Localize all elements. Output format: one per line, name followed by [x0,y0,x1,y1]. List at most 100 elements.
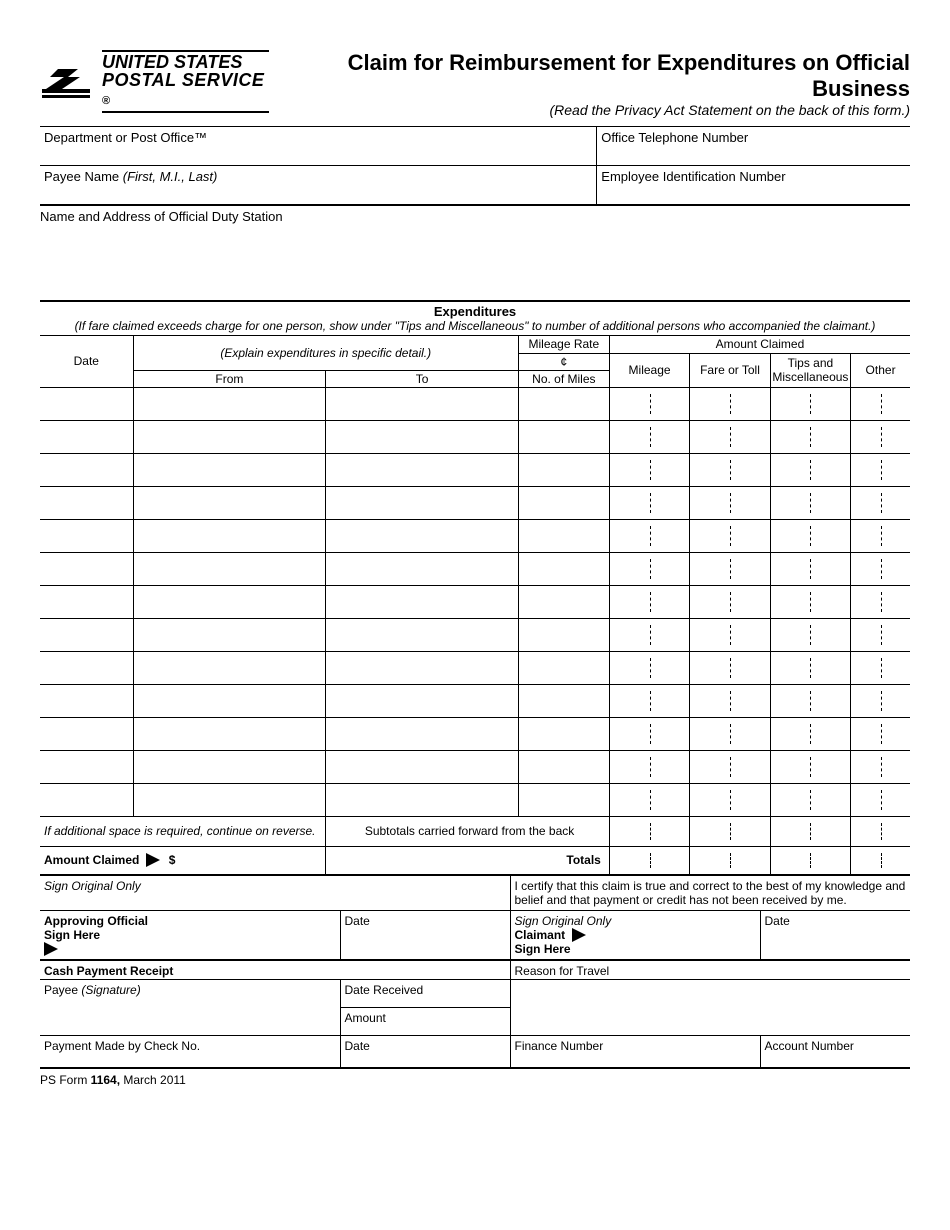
finance-number[interactable]: Finance Number [510,1036,760,1068]
cell-from[interactable] [133,684,326,717]
cell-date[interactable] [40,387,133,420]
cell-tips[interactable] [770,453,850,486]
cell-date[interactable] [40,585,133,618]
cell-from[interactable] [133,585,326,618]
cell-tips[interactable] [770,519,850,552]
approving-official[interactable]: Approving Official Sign Here [40,910,340,960]
field-payee[interactable]: Payee Name (First, M.I., Last) [40,166,597,205]
reason-field[interactable] [510,980,910,1036]
cell-mileage[interactable] [609,585,689,618]
cell-fare[interactable] [690,585,770,618]
approving-date[interactable]: Date [340,910,510,960]
cell-mileage[interactable] [609,453,689,486]
cell-to[interactable] [326,783,519,816]
cell-fare[interactable] [690,783,770,816]
cell-miles[interactable] [518,750,609,783]
cell-tips[interactable] [770,420,850,453]
date-received[interactable]: Date Received [340,980,510,1008]
cell-miles[interactable] [518,717,609,750]
cell-total-fare[interactable] [690,846,770,874]
cell-miles[interactable] [518,651,609,684]
cell-miles[interactable] [518,618,609,651]
cell-date[interactable] [40,651,133,684]
check-date[interactable]: Date [340,1036,510,1068]
cell-subtotal-mileage[interactable] [609,816,689,846]
cell-mileage[interactable] [609,552,689,585]
cell-other[interactable] [851,453,910,486]
cell-to[interactable] [326,453,519,486]
cell-subtotal-tips[interactable] [770,816,850,846]
cell-mileage[interactable] [609,420,689,453]
cell-to[interactable] [326,684,519,717]
cell-to[interactable] [326,618,519,651]
cell-from[interactable] [133,486,326,519]
cell-from[interactable] [133,783,326,816]
cell-fare[interactable] [690,387,770,420]
claimant-sign[interactable]: Sign Original Only Claimant Sign Here [510,910,760,960]
cell-mileage[interactable] [609,519,689,552]
cell-other[interactable] [851,618,910,651]
cell-fare[interactable] [690,453,770,486]
cell-miles[interactable] [518,684,609,717]
cell-miles[interactable] [518,519,609,552]
cell-from[interactable] [133,651,326,684]
cell-tips[interactable] [770,585,850,618]
cell-date[interactable] [40,750,133,783]
cell-miles[interactable] [518,420,609,453]
cell-fare[interactable] [690,651,770,684]
cell-subtotal-fare[interactable] [690,816,770,846]
cell-fare[interactable] [690,618,770,651]
cell-mileage[interactable] [609,684,689,717]
cell-other[interactable] [851,750,910,783]
cell-other[interactable] [851,387,910,420]
cell-from[interactable] [133,618,326,651]
cell-other[interactable] [851,420,910,453]
cell-date[interactable] [40,684,133,717]
cell-miles[interactable] [518,453,609,486]
cell-date[interactable] [40,486,133,519]
cell-to[interactable] [326,387,519,420]
field-duty-station[interactable]: Name and Address of Official Duty Statio… [40,205,910,294]
cell-miles[interactable] [518,783,609,816]
cell-tips[interactable] [770,750,850,783]
cell-other[interactable] [851,519,910,552]
cell-other[interactable] [851,717,910,750]
cell-miles[interactable] [518,486,609,519]
cell-to[interactable] [326,552,519,585]
cell-tips[interactable] [770,684,850,717]
cell-miles[interactable] [518,387,609,420]
claimant-date[interactable]: Date [760,910,910,960]
field-ein[interactable]: Employee Identification Number [597,166,910,205]
cell-miles[interactable] [518,585,609,618]
field-phone[interactable]: Office Telephone Number [597,127,910,166]
cell-mileage[interactable] [609,783,689,816]
cell-mileage[interactable] [609,651,689,684]
cell-other[interactable] [851,585,910,618]
cell-miles[interactable] [518,552,609,585]
cell-mileage[interactable] [609,618,689,651]
cell-total-tips[interactable] [770,846,850,874]
cell-date[interactable] [40,552,133,585]
cell-mileage[interactable] [609,387,689,420]
cell-from[interactable] [133,420,326,453]
cell-tips[interactable] [770,651,850,684]
cell-to[interactable] [326,519,519,552]
cell-mileage[interactable] [609,486,689,519]
cell-subtotal-other[interactable] [851,816,910,846]
cell-other[interactable] [851,486,910,519]
cell-date[interactable] [40,717,133,750]
cell-fare[interactable] [690,486,770,519]
cell-other[interactable] [851,552,910,585]
cell-fare[interactable] [690,684,770,717]
cell-to[interactable] [326,717,519,750]
cell-date[interactable] [40,420,133,453]
cell-total-other[interactable] [851,846,910,874]
cell-tips[interactable] [770,717,850,750]
field-department[interactable]: Department or Post Office™ [40,127,597,166]
amount-field[interactable]: Amount [340,1008,510,1036]
cell-date[interactable] [40,453,133,486]
cell-tips[interactable] [770,552,850,585]
cell-other[interactable] [851,651,910,684]
cell-date[interactable] [40,618,133,651]
cell-to[interactable] [326,486,519,519]
